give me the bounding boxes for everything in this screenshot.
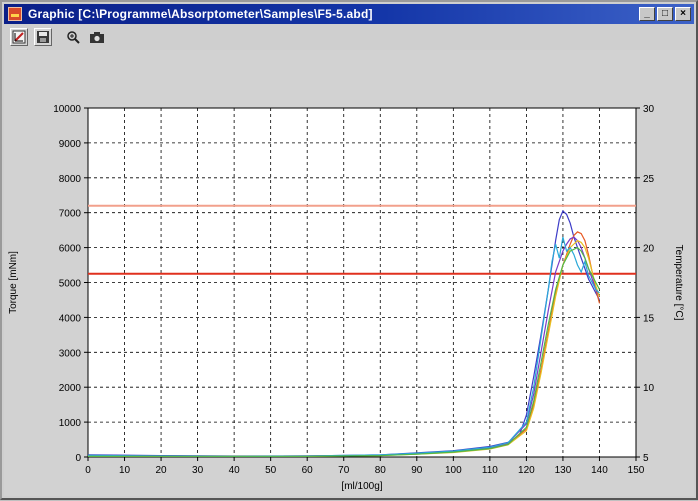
save-icon bbox=[37, 31, 49, 43]
x-tick-label: 30 bbox=[192, 465, 204, 476]
y-tick-label-left: 10000 bbox=[53, 104, 81, 115]
x-tick-label: 120 bbox=[518, 465, 535, 476]
y-tick-label-left: 8000 bbox=[59, 174, 82, 185]
minimize-button[interactable]: _ bbox=[639, 7, 655, 21]
x-tick-label: 110 bbox=[482, 465, 498, 476]
y-tick-label-right: 30 bbox=[643, 104, 655, 115]
y-tick-label-right: 25 bbox=[643, 174, 655, 185]
chart-tool-button[interactable] bbox=[10, 28, 28, 46]
y-tick-label-right: 15 bbox=[643, 313, 655, 324]
title-bar[interactable]: Graphic [C:\Programme\Absorptometer\Samp… bbox=[4, 4, 694, 24]
x-tick-label: 50 bbox=[265, 465, 277, 476]
y-tick-label-left: 5000 bbox=[59, 279, 82, 290]
zoom-icon bbox=[67, 31, 80, 44]
x-tick-label: 20 bbox=[156, 465, 168, 476]
y-axis-label-left: Torque [mNm] bbox=[8, 251, 19, 314]
x-tick-label: 40 bbox=[229, 465, 241, 476]
x-tick-label: 90 bbox=[411, 465, 423, 476]
x-tick-label: 100 bbox=[445, 465, 462, 476]
x-tick-label: 60 bbox=[302, 465, 314, 476]
y-tick-label-right: 5 bbox=[643, 453, 649, 464]
chart-tool-icon bbox=[12, 30, 26, 44]
x-tick-label: 140 bbox=[591, 465, 608, 476]
window-title: Graphic [C:\Programme\Absorptometer\Samp… bbox=[28, 7, 373, 21]
x-tick-label: 0 bbox=[85, 465, 91, 476]
maximize-button[interactable]: □ bbox=[657, 7, 673, 21]
camera-icon bbox=[90, 32, 104, 43]
save-button[interactable] bbox=[34, 28, 52, 46]
x-tick-label: 80 bbox=[375, 465, 387, 476]
chart-area: 0 1000 2000 3000 4000 5000 6000 7000 8000 9000 100… bbox=[4, 50, 694, 496]
y-tick-label-left: 3000 bbox=[59, 348, 82, 359]
camera-button[interactable] bbox=[88, 28, 106, 46]
y-tick-label-left: 6000 bbox=[59, 244, 82, 255]
x-tick-label: 70 bbox=[338, 465, 350, 476]
x-axis-label: [ml/100g] bbox=[341, 481, 382, 492]
y-tick-label-left: 9000 bbox=[59, 139, 82, 150]
toolbar bbox=[4, 26, 698, 48]
y-tick-label-right: 20 bbox=[643, 244, 655, 255]
app-icon[interactable] bbox=[8, 7, 22, 21]
y-tick-label-left: 1000 bbox=[59, 418, 82, 429]
y-tick-label-left: 7000 bbox=[59, 209, 82, 220]
zoom-button[interactable] bbox=[64, 28, 82, 46]
y-axis-label-right: Temperature [°C] bbox=[673, 245, 684, 321]
y-tick-label-left: 0 bbox=[75, 453, 81, 464]
y-tick-label-left: 2000 bbox=[59, 383, 82, 394]
y-tick-label-left: 4000 bbox=[59, 313, 82, 324]
torque-chart: 0100020003000400050006000700080009000100… bbox=[8, 104, 684, 492]
y-tick-label-right: 10 bbox=[643, 383, 655, 394]
x-tick-label: 130 bbox=[555, 465, 572, 476]
x-tick-label: 150 bbox=[628, 465, 645, 476]
series-line-6 bbox=[88, 246, 601, 457]
close-button[interactable]: × bbox=[675, 7, 691, 21]
x-tick-label: 10 bbox=[119, 465, 131, 476]
window-controls: _ □ × bbox=[639, 7, 691, 21]
series-line-5 bbox=[87, 236, 600, 457]
